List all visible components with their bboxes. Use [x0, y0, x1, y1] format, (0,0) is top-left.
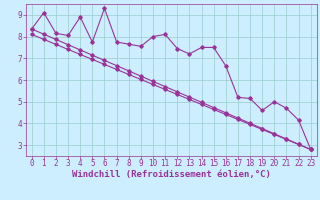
X-axis label: Windchill (Refroidissement éolien,°C): Windchill (Refroidissement éolien,°C)	[72, 170, 271, 179]
